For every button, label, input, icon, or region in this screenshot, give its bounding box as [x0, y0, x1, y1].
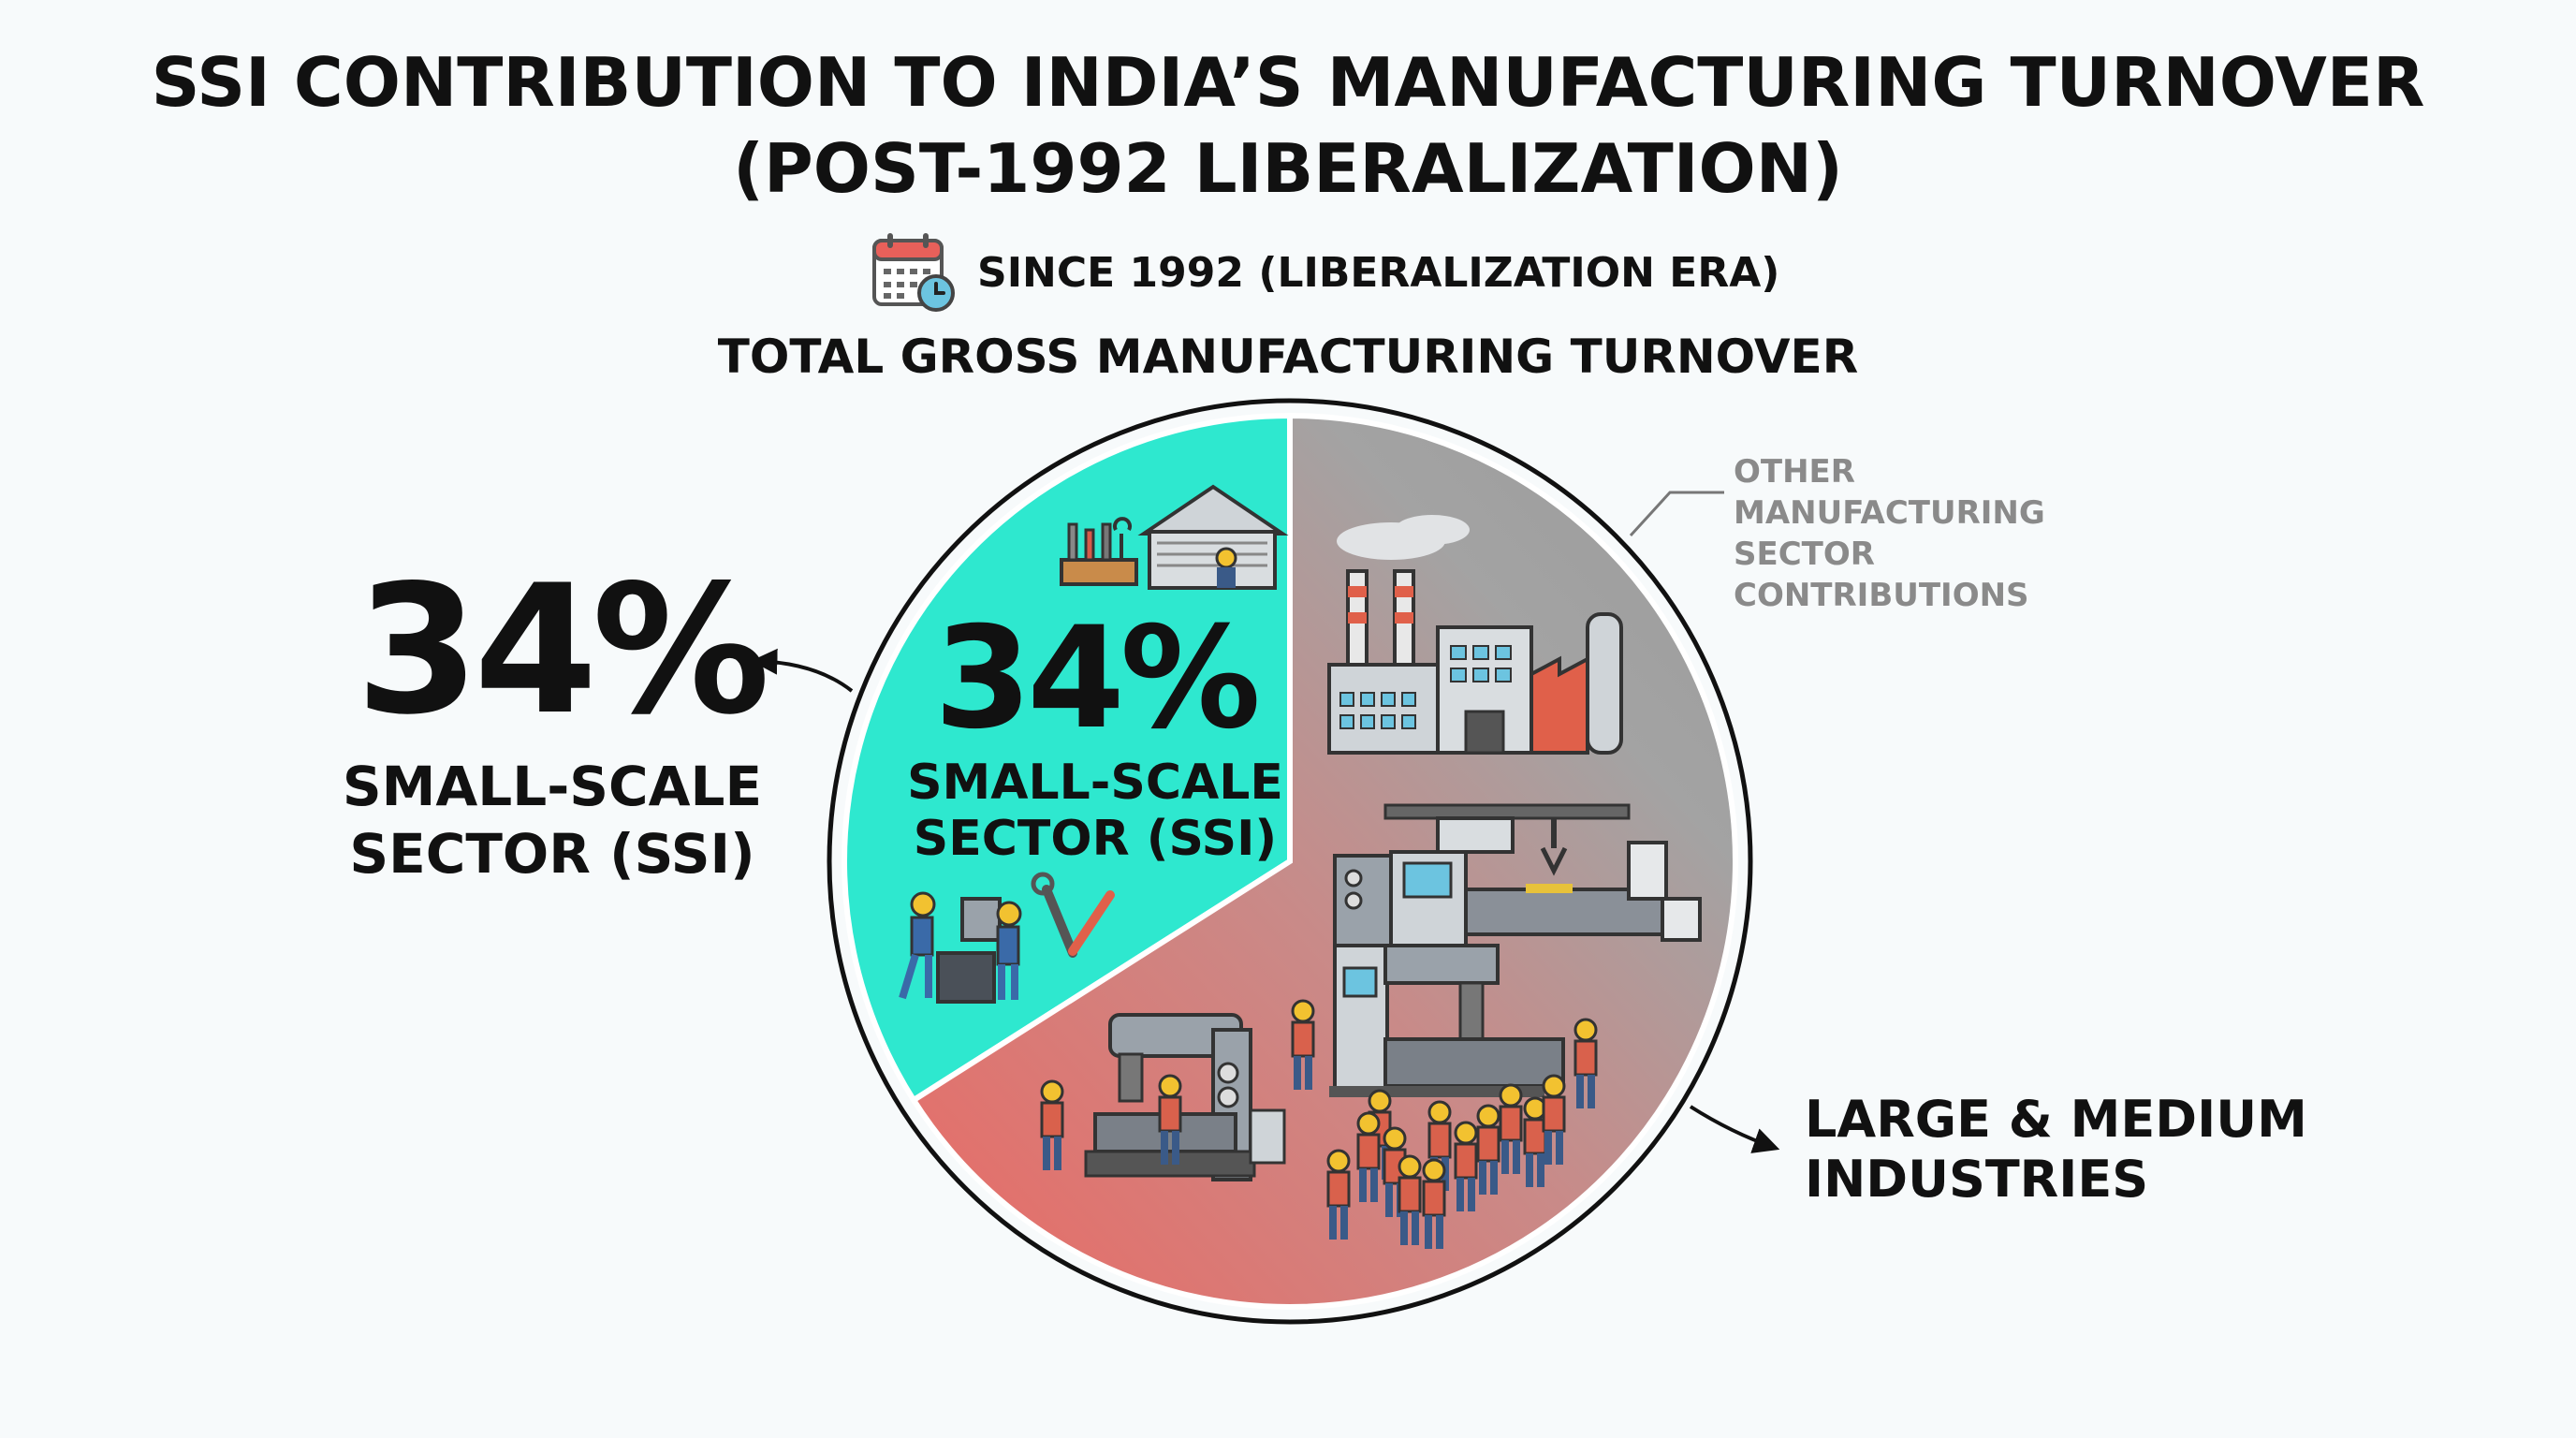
ssi-callout-value: 34% [356, 547, 770, 754]
since-row: SINCE 1992 (LIBERALIZATION ERA) [871, 230, 1779, 315]
ssi-slice-label: SMALL-SCALE SECTOR (SSI) [889, 755, 1301, 867]
worker-figure [1398, 1154, 1422, 1245]
title-line-2: (POST-1992 LIBERALIZATION) [733, 129, 1843, 208]
workers-group [1040, 999, 1598, 1249]
large-medium-label: LARGE & MEDIUM INDUSTRIES [1805, 1090, 2329, 1210]
wrench-screwdriver-icon [1031, 872, 1115, 958]
ssi-callout-label-line1: SMALL-SCALE [342, 755, 763, 818]
ssi-slice-value: 34% [933, 597, 1261, 760]
worker-figure [1499, 1083, 1523, 1174]
calendar-clock-icon [872, 233, 955, 312]
pie-title: TOTAL GROSS MANUFACTURING TURNOVER [717, 330, 1859, 384]
worker-figure [1454, 1121, 1478, 1211]
other-label-line2: SECTOR CONTRIBUTIONS [1734, 536, 2029, 614]
worker-figure [1040, 1079, 1064, 1170]
worker-figure [1158, 1074, 1182, 1165]
drill-press-icon [1084, 1013, 1286, 1181]
worker-figure [1356, 1111, 1381, 1202]
ssi-callout-label: SMALL-SCALE SECTOR (SSI) [328, 753, 777, 888]
worker-figure [1326, 1149, 1351, 1240]
hand-tools-icon [1060, 517, 1138, 586]
worker-figure [1291, 999, 1315, 1090]
ssi-slice-label-line1: SMALL-SCALE [907, 755, 1283, 811]
factory-building-icon [1327, 515, 1623, 755]
other-contributions-label: OTHER MANUFACTURING SECTOR CONTRIBUTIONS [1734, 451, 2164, 616]
ssi-slice-label-line2: SECTOR (SSI) [913, 811, 1278, 867]
worker-figure [1573, 1018, 1598, 1108]
large-label-line2: INDUSTRIES [1805, 1150, 2149, 1209]
worker-figure [1542, 1074, 1566, 1165]
ssi-workshop-illustration [899, 484, 1289, 1004]
workshop-building-icon [1137, 484, 1289, 590]
worker-figure [1422, 1158, 1446, 1249]
worker-figure [1523, 1096, 1547, 1187]
large-callout-arrow [1689, 1105, 1780, 1153]
workers-machine-icon [899, 891, 1022, 1004]
other-label-line1: OTHER MANUFACTURING [1734, 453, 2045, 532]
factory-illustration [1040, 515, 1702, 1249]
ssi-callout-arrow [751, 648, 854, 693]
pie-outline-ring [827, 398, 1753, 1325]
since-text: SINCE 1992 (LIBERALIZATION ERA) [977, 248, 1780, 297]
other-label-connector [1629, 491, 1724, 537]
large-label-line1: LARGE & MEDIUM [1805, 1090, 2307, 1149]
assembly-line-icon [1333, 803, 1702, 957]
title-line-1: SSI CONTRIBUTION TO INDIA’S MANUFACTURIN… [151, 43, 2425, 122]
cnc-machine-icon [1329, 944, 1565, 1097]
ssi-callout-label-line2: SECTOR (SSI) [349, 822, 755, 886]
chart-title-block: SSI CONTRIBUTION TO INDIA’S MANUFACTURIN… [0, 39, 2576, 212]
worker-figure [1476, 1104, 1500, 1195]
